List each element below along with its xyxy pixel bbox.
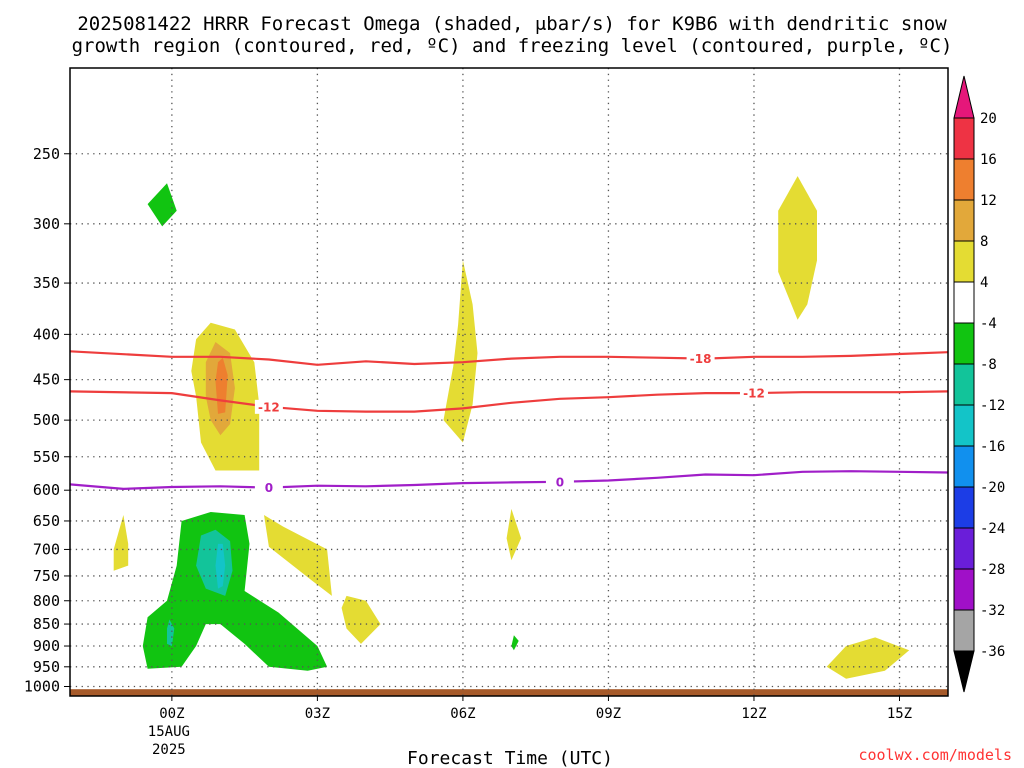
x-tick-label-15Z: 15Z	[887, 706, 912, 722]
contour-label-bg-1-0	[254, 399, 283, 414]
colorbar-bin-11	[953, 568, 975, 611]
x-axis-ticks: 00Z 15AUG 2025 03Z 06Z 09Z 12Z 15Z	[148, 696, 912, 758]
chart-title-line1: 2025081422 HRRR Forecast Omega (shaded, …	[77, 13, 947, 35]
y-tick-label-850: 850	[33, 615, 60, 633]
x-tick-sublabel-date: 15AUG	[148, 724, 190, 740]
surface-terrain	[70, 689, 948, 696]
y-tick-label-450: 450	[33, 371, 60, 389]
colorbar-tick-label-6: -8	[980, 357, 997, 373]
colorbar-tick-label-1: 16	[980, 152, 997, 168]
colorbar-bin-5	[953, 322, 975, 365]
colorbar-tick-label-2: 12	[980, 193, 997, 209]
x-axis-label: Forecast Time (UTC)	[407, 748, 613, 768]
contour-label-bg-1-1	[739, 386, 768, 401]
colorbar-bin-8	[953, 445, 975, 488]
y-tick-label-750: 750	[33, 567, 60, 585]
contour-label-bg-2-0	[254, 480, 283, 495]
y-tick-label-650: 650	[33, 512, 60, 530]
contour-label-bg-0-0	[686, 351, 715, 366]
x-tick-label-00Z: 00Z	[159, 706, 184, 722]
colorbar-bin-4	[953, 281, 975, 324]
colorbar-bin-10	[953, 527, 975, 570]
omega-region-8	[506, 508, 522, 561]
plot-frame	[69, 67, 949, 697]
omega-region-4	[778, 176, 817, 320]
colorbar-bin-9	[953, 486, 975, 529]
y-tick-label-500: 500	[33, 411, 60, 429]
colorbar-bin-1	[953, 158, 975, 201]
colorbar-tick-label-12: -32	[980, 603, 1005, 619]
y-tick-label-700: 700	[33, 540, 60, 558]
colorbar-bin-7	[953, 404, 975, 447]
contour-label-0-0: -18	[690, 352, 712, 366]
x-tick-label-06Z: 06Z	[450, 706, 475, 722]
colorbar-tick-label-13: -36	[980, 644, 1005, 660]
omega-region-15	[511, 635, 519, 651]
y-tick-label-350: 350	[33, 274, 60, 292]
colorbar-tick-label-3: 8	[980, 234, 988, 250]
contour-label-bg-2-1	[545, 474, 574, 489]
omega-region-13	[215, 543, 226, 589]
chart-title-line2: growth region (contoured, red, ºC) and f…	[72, 35, 953, 57]
contour-label-2-0: 0	[265, 481, 273, 495]
contour-label-2-1: 0	[556, 475, 564, 489]
colorbar-tick-label-11: -28	[980, 562, 1005, 578]
y-axis-ticks: 250 300 350 400 450 500 550 600 650 700 750 800 850 9…	[24, 145, 70, 696]
omega-region-3	[443, 260, 478, 443]
colorbar-bin-2	[953, 199, 975, 242]
y-tick-label-1000: 1000	[24, 678, 60, 696]
colorbar-bin-6	[953, 363, 975, 406]
omega-region-9	[826, 637, 910, 679]
omega-region-14	[167, 619, 175, 646]
x-tick-sublabel-year: 2025	[152, 742, 186, 758]
y-tick-label-250: 250	[33, 145, 60, 163]
y-tick-label-300: 300	[33, 215, 60, 233]
y-tick-label-950: 950	[33, 658, 60, 676]
colorbar-tick-label-8: -16	[980, 439, 1005, 455]
y-tick-label-800: 800	[33, 592, 60, 610]
x-tick-label-03Z: 03Z	[305, 706, 330, 722]
omega-region-5	[113, 515, 129, 571]
y-tick-label-400: 400	[33, 325, 60, 343]
contour-line-0	[70, 350, 948, 366]
y-tick-label-550: 550	[33, 448, 60, 466]
colorbar-tick-label-5: -4	[980, 316, 997, 332]
colorbar-tick-label-9: -20	[980, 480, 1005, 496]
colorbar-under-arrow	[953, 650, 975, 693]
x-tick-label-09Z: 09Z	[596, 706, 621, 722]
plot-area: -18 -12 -12 0 0	[69, 67, 949, 697]
colorbar-tick-label-10: -24	[980, 521, 1005, 537]
y-tick-label-600: 600	[33, 481, 60, 499]
colorbar-tick-label-7: -12	[980, 398, 1005, 414]
colorbar-tick-label-4: 4	[980, 275, 988, 291]
omega-region-11	[142, 512, 328, 671]
omega-region-6	[264, 515, 332, 596]
contour-label-1-0: -12	[258, 400, 280, 414]
contour-label-1-1: -12	[743, 387, 765, 401]
colorbar-bin-12	[953, 609, 975, 652]
contour-line-2	[70, 470, 948, 491]
colorbar-bin-0	[953, 117, 975, 160]
colorbar-over-arrow	[953, 75, 975, 119]
plot-content: -18 -12 -12 0 0	[70, 68, 948, 696]
colorbar-tick-label-0: 20	[980, 111, 997, 127]
y-tick-label-900: 900	[33, 637, 60, 655]
omega-region-10	[147, 183, 177, 227]
credit-text: coolwx.com/models	[858, 746, 1012, 764]
colorbar-bin-3	[953, 240, 975, 283]
x-tick-label-12Z: 12Z	[741, 706, 766, 722]
colorbar: 20 16 12 8 4 -4 -8 -12 -16 -20 -24 -28 -32 -36	[953, 75, 1005, 693]
omega-region-7	[341, 595, 381, 644]
